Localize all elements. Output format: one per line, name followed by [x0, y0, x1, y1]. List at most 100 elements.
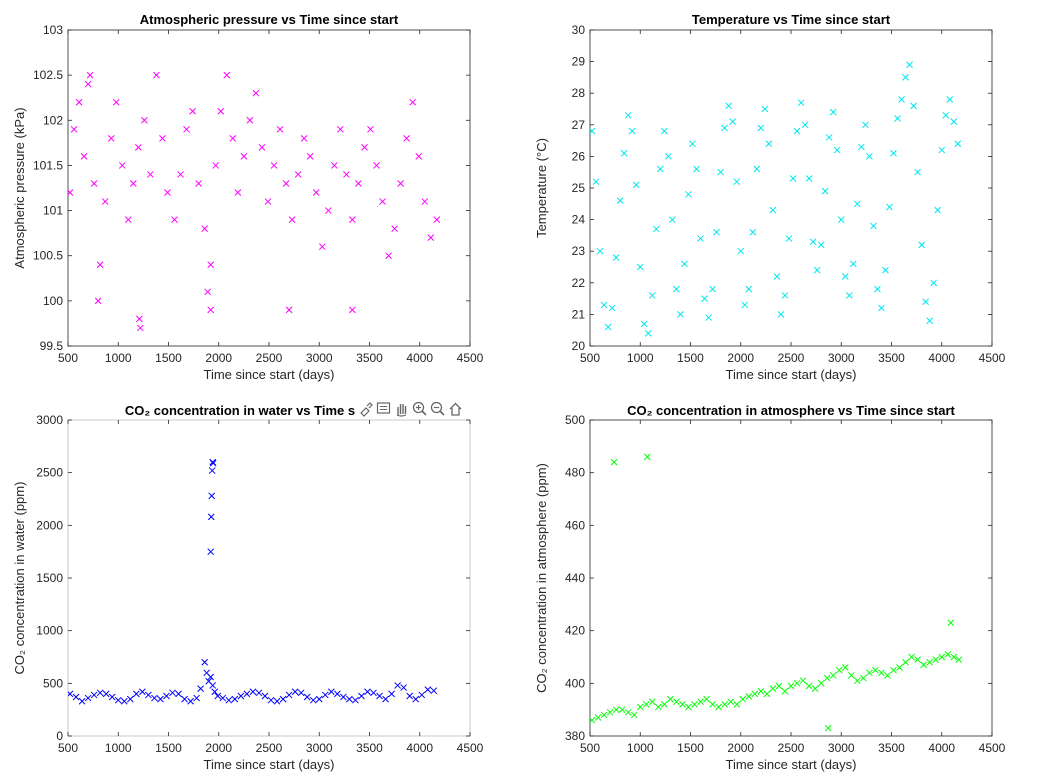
data-point [96, 261, 104, 269]
data-point [209, 682, 217, 689]
data-point [207, 673, 215, 681]
data-point [644, 330, 652, 337]
data-point [112, 98, 120, 106]
data-point [343, 171, 350, 178]
y-tick-label: 26 [572, 149, 586, 163]
data-point [835, 666, 843, 674]
data-point [721, 701, 729, 708]
data-point [717, 168, 725, 176]
home-icon[interactable] [449, 402, 462, 416]
data-point [914, 656, 921, 663]
x-tick-label: 2000 [727, 351, 754, 365]
data-point [201, 225, 209, 232]
data-point [340, 693, 347, 701]
data-point [195, 180, 203, 187]
x-tick-label: 4500 [979, 741, 1006, 755]
data-point [825, 134, 833, 141]
data-point [207, 513, 215, 521]
data-point [297, 689, 305, 697]
data-point [349, 306, 356, 314]
data-point [337, 125, 344, 133]
data-point [137, 324, 144, 332]
x-tick-label: 4000 [928, 351, 955, 365]
data-point [321, 691, 329, 699]
data-point [231, 695, 239, 703]
data-point [145, 691, 152, 699]
data-point [950, 118, 958, 125]
data-point [84, 80, 92, 88]
data-point [285, 306, 293, 314]
data-point [640, 320, 648, 328]
x-axis-label: Time since start (days) [726, 757, 857, 772]
co2-atmosphere-chart: 500 1000 1500 2000 2500 3000 3500 4000 4500 380 40… [534, 403, 1006, 772]
x-tick-label: 2500 [256, 351, 283, 365]
data-point [243, 690, 251, 698]
pan-icon[interactable] [396, 404, 407, 417]
data-point [918, 241, 926, 249]
x-tick-label: 1000 [627, 741, 654, 755]
data-point [775, 682, 783, 690]
data-point [433, 216, 441, 223]
y-tick-label: 29 [572, 55, 586, 69]
y-tick-label: 460 [565, 518, 585, 532]
series-markers [590, 61, 962, 337]
data-point [291, 688, 299, 696]
data-point [781, 687, 789, 695]
y-tick-label: 23 [572, 244, 586, 258]
data-point [833, 146, 841, 154]
data-point [636, 263, 644, 271]
data-point [745, 693, 753, 700]
data-point [902, 658, 909, 666]
x-tick-label: 3500 [356, 351, 383, 365]
brush-icon[interactable] [358, 401, 373, 417]
data-point [324, 207, 332, 214]
data-point [709, 701, 716, 708]
data-point [177, 171, 184, 178]
data-point [823, 674, 831, 682]
data-point [781, 292, 789, 299]
data-point [870, 222, 877, 230]
data-point [418, 691, 426, 699]
data-point [884, 672, 891, 679]
y-tick-label: 102.5 [33, 68, 63, 82]
data-point [264, 198, 272, 205]
data-point [400, 684, 408, 691]
data-point [382, 695, 389, 703]
data-point [866, 153, 873, 160]
data-point [648, 698, 656, 706]
data-point [163, 692, 170, 700]
data-point [857, 143, 865, 151]
data-point [725, 102, 733, 110]
data-point [590, 716, 596, 724]
y-tick-label: 2000 [36, 518, 63, 532]
data-point [642, 701, 650, 708]
x-tick-label: 3000 [828, 351, 855, 365]
x-tick-label: 4000 [406, 351, 433, 365]
x-tick-label: 2500 [778, 741, 805, 755]
zoom-out-icon[interactable] [430, 401, 445, 416]
data-point [652, 225, 660, 233]
data-point [147, 171, 154, 178]
series-markers [68, 71, 441, 332]
data-point [878, 304, 885, 312]
data-point [592, 178, 600, 186]
x-tick-label: 2000 [205, 741, 232, 755]
data-point [208, 467, 216, 474]
data-point [84, 694, 92, 702]
zoom-in-icon[interactable] [412, 401, 427, 416]
data-point [330, 162, 338, 169]
data-tips-icon[interactable] [376, 402, 391, 414]
data-point [765, 140, 773, 148]
data-point [769, 206, 777, 214]
data-point [673, 285, 680, 293]
data-point [394, 682, 401, 689]
data-point [920, 661, 928, 669]
y-tick-label: 20 [572, 339, 586, 353]
data-point [922, 298, 930, 306]
x-tick-label: 2500 [256, 741, 283, 755]
data-point [896, 664, 903, 671]
data-point [648, 292, 656, 299]
data-point [932, 656, 940, 663]
data-point [315, 695, 323, 703]
plot-area [67, 29, 471, 347]
